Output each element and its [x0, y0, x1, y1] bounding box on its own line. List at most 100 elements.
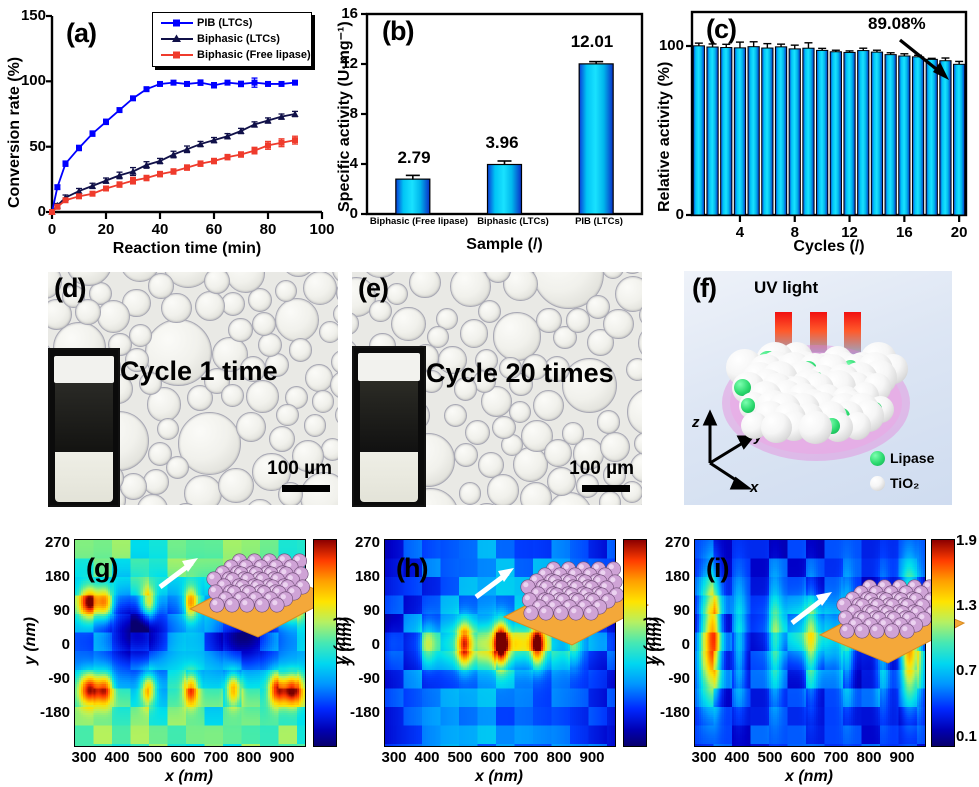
panel-a-series: [48, 77, 299, 215]
emulsion-droplet: [475, 348, 499, 372]
panel-c-yticks: [686, 44, 692, 217]
emulsion-droplet: [603, 309, 634, 340]
emulsion-droplet: [156, 417, 179, 440]
panel-a-legend-item-0: PIB (LTCs): [197, 17, 253, 29]
emulsion-droplet: [304, 364, 333, 393]
panel-g: (g) 270 180 90 0 -90 -180 300 400 500 60…: [20, 525, 355, 787]
vial-contents: [55, 452, 113, 502]
emulsion-droplet: [335, 403, 338, 428]
panel-i-cbtick-01: 0.1: [956, 728, 977, 745]
panel-c-xtick-20: 20: [950, 224, 968, 241]
panel-h-ytick-90: 90: [363, 602, 380, 619]
panel-b-ytick-0: 0: [349, 205, 358, 222]
emulsion-droplet: [546, 466, 576, 496]
panel-i-heatmap: [694, 539, 926, 747]
emulsion-droplet: [459, 482, 482, 505]
emulsion-droplet: [138, 371, 162, 395]
panel-h-xlabel: x (nm): [384, 768, 614, 786]
panel-b-ytick-12: 12: [341, 55, 358, 72]
emulsion-droplet: [408, 272, 441, 299]
emulsion-droplet: [143, 469, 170, 495]
emulsion-droplet: [312, 390, 335, 413]
panel-a-xtick-20: 20: [97, 221, 115, 238]
panel-g-ytick-0: 0: [61, 636, 70, 653]
emulsion-droplet: [486, 474, 519, 505]
emulsion-droplet: [553, 325, 577, 349]
panel-f-legend-lipase-icon: [870, 451, 885, 466]
panel-e: (e) Cycle 20 times 100 µm: [352, 272, 642, 507]
panel-a-ytick-0: 0: [37, 203, 46, 220]
uv-beam-3: [844, 312, 861, 354]
emulsion-droplet: [493, 312, 542, 361]
panel-f-axis-z: z: [692, 414, 700, 431]
panel-i-xtick-600: 600: [790, 749, 816, 766]
emulsion-droplet: [521, 354, 548, 381]
emulsion-droplet: [599, 431, 631, 462]
panel-e-scalebar-label: 100 µm: [569, 458, 634, 479]
panel-g-xtick-900: 900: [269, 749, 295, 766]
panel-a-ylabel: Conversion rate (%): [6, 56, 23, 208]
panel-h: (h) 270 180 90 0 -90 -180 300 400 500 60…: [330, 525, 665, 787]
panel-e-inset-vial: [352, 346, 426, 507]
panel-a-legend-item-1: Biphasic (LTCs): [197, 33, 280, 45]
emulsion-droplet: [426, 325, 449, 348]
emulsion-droplet: [499, 357, 522, 380]
emulsion-droplet: [509, 373, 533, 397]
panel-h-ylabel: y (nm): [332, 617, 350, 665]
panel-i-tag: (i): [706, 553, 730, 583]
emulsion-droplet: [615, 275, 642, 312]
emulsion-droplet: [227, 317, 253, 343]
emulsion-droplet: [369, 300, 392, 323]
panel-c-xlabel: Cycles (/): [793, 238, 865, 255]
emulsion-droplet: [148, 273, 174, 299]
panel-i: (i) 1.9 1.3 0.7 0.1 270 180 90 0 -90 -18…: [640, 525, 979, 787]
panel-b-ytick-16: 16: [341, 5, 358, 22]
panel-f-nanoparticle-cluster: [684, 271, 952, 505]
panel-g-ytick-90: 90: [53, 602, 70, 619]
panel-i-ylabel: y (nm): [642, 617, 660, 665]
vial-body: [55, 382, 113, 456]
panel-b-ytick-4: 4: [349, 155, 358, 172]
emulsion-droplet: [184, 474, 222, 505]
panel-g-xtick-600: 600: [170, 749, 196, 766]
emulsion-droplet: [565, 308, 591, 333]
panel-g-xtick-800: 800: [236, 749, 262, 766]
panel-b-value-0: 2.79: [397, 148, 431, 167]
uv-beam-2: [810, 312, 827, 354]
emulsion-droplet: [626, 388, 642, 437]
panel-b-tag: (b): [382, 16, 415, 46]
emulsion-droplet: [385, 283, 408, 306]
panel-c-xtick-16: 16: [896, 224, 913, 241]
panel-c-bars: [692, 41, 966, 216]
panel-a-xtick-60: 60: [205, 221, 223, 238]
panel-b-plot: [361, 12, 644, 216]
emulsion-droplet: [596, 409, 621, 434]
emulsion-droplet: [96, 299, 130, 333]
emulsion-droplet: [165, 455, 189, 479]
tio2-nanoparticle: [799, 410, 832, 444]
panel-a-tag: (a): [66, 18, 97, 48]
emulsion-droplet: [453, 443, 478, 467]
panel-d: (d) Cycle 1 time 100 µm: [48, 272, 338, 507]
panel-e-scalebar: [582, 485, 630, 492]
emulsion-droplet: [257, 333, 282, 358]
panel-d-inset-vial: [48, 348, 120, 507]
panel-d-scalebar-label: 100 µm: [267, 458, 332, 479]
vial-cap: [54, 356, 114, 383]
panel-h-xtick-600: 600: [480, 749, 506, 766]
emulsion-droplet: [443, 404, 467, 428]
panel-c-annotation-arrow: [899, 38, 949, 80]
panel-a-axes: [50, 16, 322, 214]
panel-g-ytick-180: 180: [44, 568, 70, 585]
emulsion-droplet: [601, 272, 625, 280]
emulsion-droplet: [75, 299, 101, 325]
emulsion-droplet: [391, 307, 426, 342]
panel-i-ytick-270: 270: [664, 534, 690, 551]
panel-c-xticks: [738, 215, 961, 222]
panel-f-title: UV light: [754, 278, 819, 297]
emulsion-droplet: [319, 320, 338, 343]
emulsion-droplet: [562, 422, 585, 445]
panel-a-ytick-100: 100: [20, 72, 46, 89]
panel-h-ytick-270: 270: [354, 534, 380, 551]
panel-f-legend-lipase-label: Lipase: [890, 450, 935, 466]
